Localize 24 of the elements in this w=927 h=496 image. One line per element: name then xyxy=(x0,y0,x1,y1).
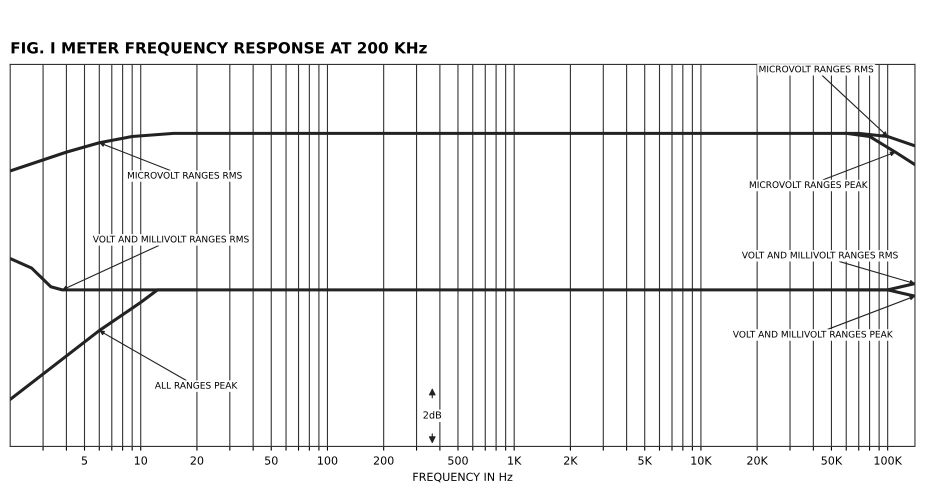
x-tick-label: 20K xyxy=(747,456,768,465)
x-tick-label: 500 xyxy=(448,456,468,465)
annotation: VOLT AND MILLIVOLT RANGES RMS xyxy=(742,252,898,258)
x-tick-label: 20 xyxy=(190,456,204,465)
annotation: 2dB xyxy=(423,411,442,419)
x-tick-label: 50 xyxy=(265,456,278,465)
x-tick-label: 5K xyxy=(638,456,652,465)
annotation: MICROVOLT RANGES PEAK xyxy=(750,181,868,188)
x-tick-label: 2K xyxy=(564,456,578,465)
x-tick-label: 5 xyxy=(82,456,88,465)
x-tick-label: 10K xyxy=(691,456,712,465)
annotation: VOLT AND MILLIVOLT RANGES RMS xyxy=(92,236,249,242)
annotation: ALL RANGES PEAK xyxy=(154,382,238,389)
x-tick-label: 1K xyxy=(508,456,522,465)
x-axis-title: FREQUENCY IN Hz xyxy=(413,472,512,482)
chart-title: FIG. I METER FREQUENCY RESPONSE AT 200 KHz xyxy=(12,42,427,56)
x-tick-label: 10 xyxy=(134,456,148,465)
annotation: VOLT AND MILLIVOLT RANGES PEAK xyxy=(732,330,893,338)
annotation: MICROVOLT RANGES RMS xyxy=(759,66,874,72)
annotation: MICROVOLT RANGES RMS xyxy=(128,172,242,179)
x-tick-label: 100K xyxy=(874,456,902,465)
x-tick-label: 100 xyxy=(318,456,338,465)
x-tick-label: 50K xyxy=(822,456,842,465)
x-tick-label: 200 xyxy=(374,456,394,465)
